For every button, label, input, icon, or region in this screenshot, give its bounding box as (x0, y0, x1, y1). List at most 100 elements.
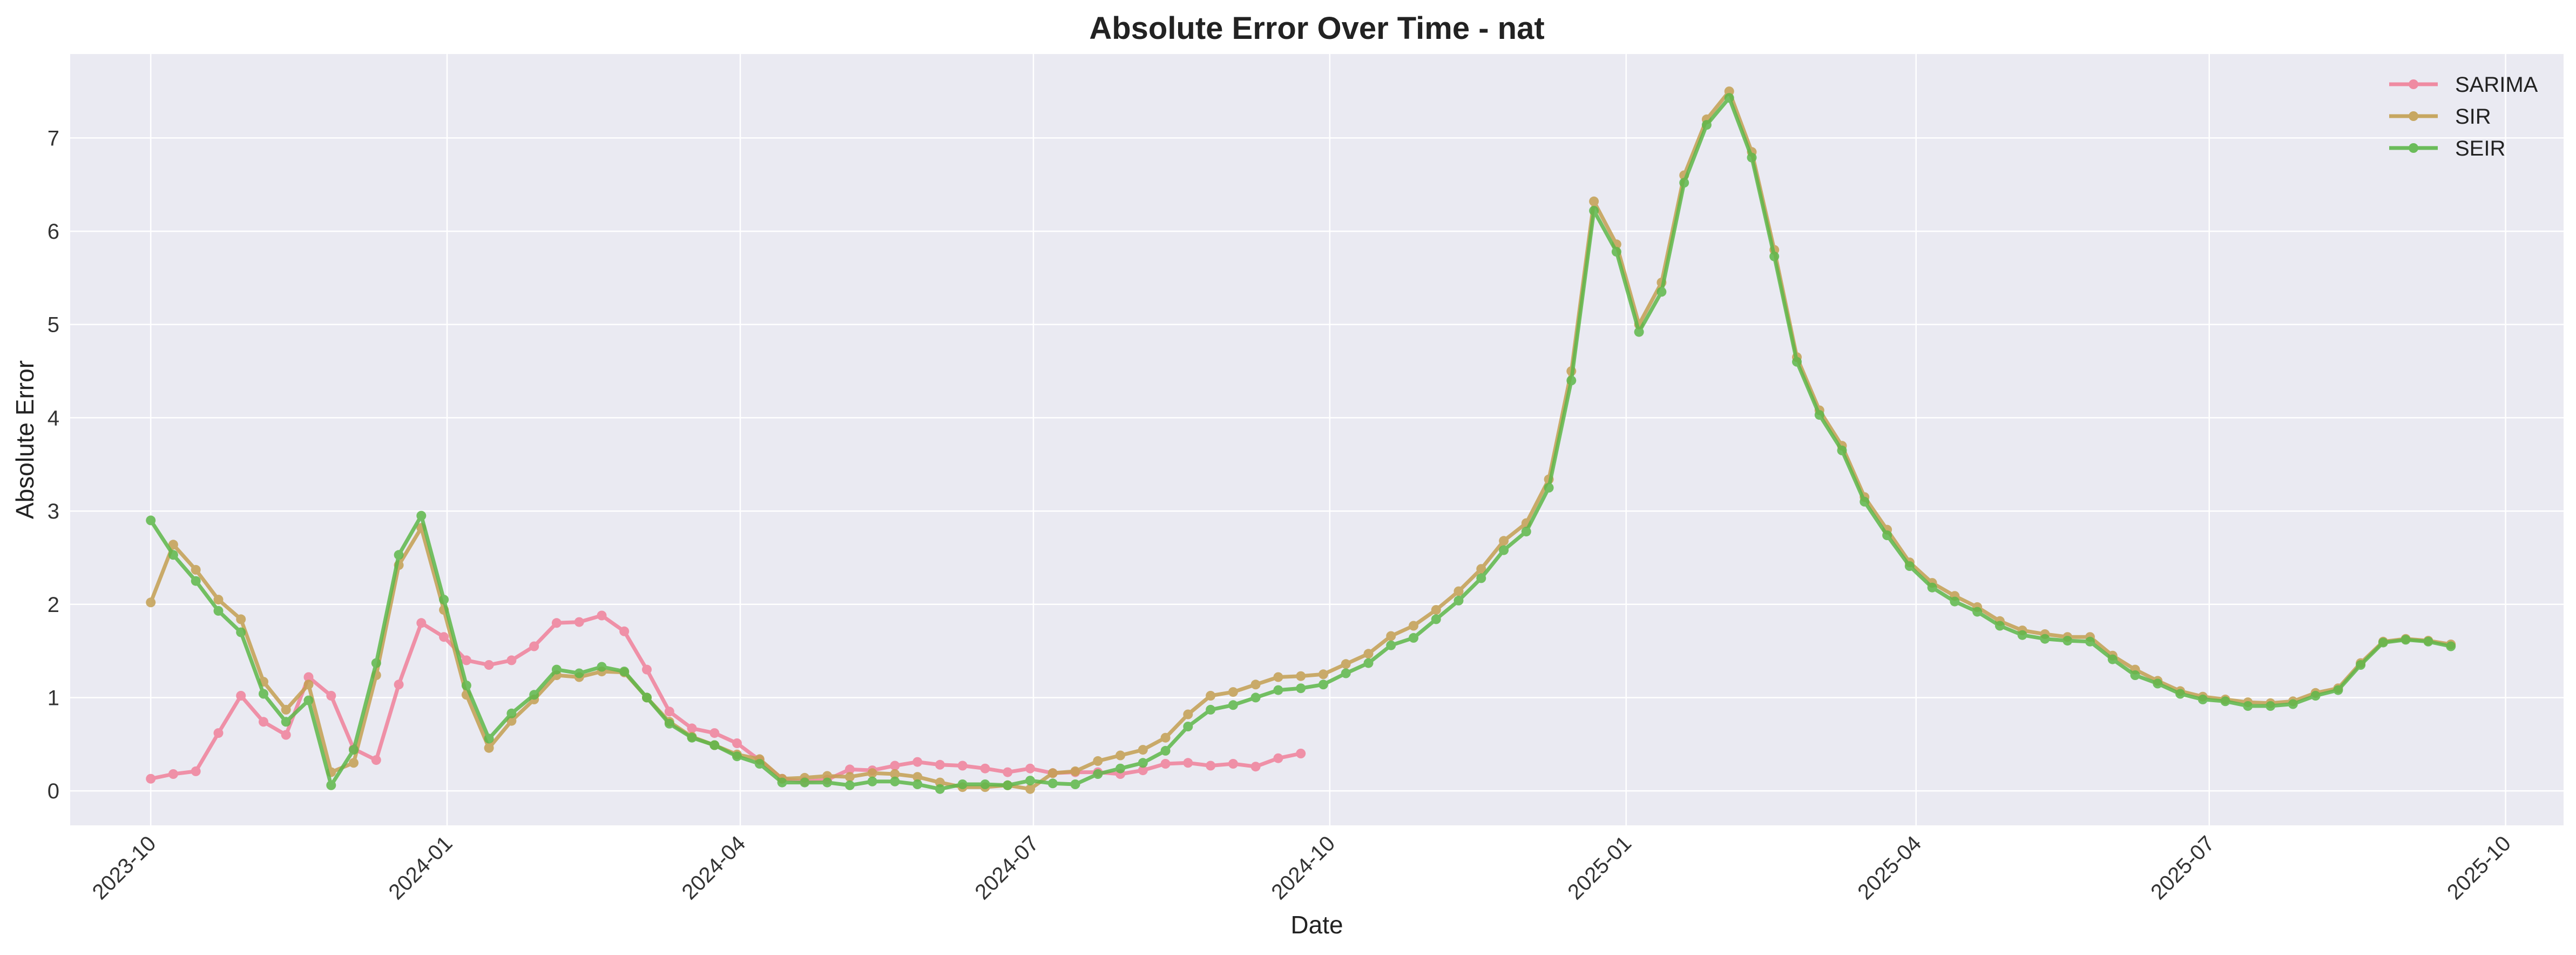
data-point (1409, 621, 1418, 631)
data-point (957, 761, 968, 771)
y-tick-label: 2 (48, 593, 59, 617)
data-point (1747, 152, 1757, 163)
data-point (1431, 614, 1441, 624)
data-point (1792, 357, 1802, 367)
legend-item-sir (2389, 111, 2438, 121)
data-point (1431, 605, 1441, 615)
data-point (2333, 685, 2343, 695)
data-point (1363, 649, 1374, 659)
data-point (844, 772, 855, 782)
data-point (1003, 767, 1013, 777)
data-point (1657, 287, 1667, 297)
data-point (2401, 635, 2411, 645)
data-point (890, 769, 900, 779)
legend: SARIMA SIR SEIR (2389, 73, 2538, 160)
legend-label: SIR (2455, 105, 2491, 129)
series-seir (146, 93, 2456, 794)
data-point (168, 769, 178, 779)
data-point (1250, 762, 1261, 772)
data-point (687, 723, 697, 734)
data-point (439, 595, 449, 605)
data-point (709, 740, 720, 750)
data-point (259, 689, 268, 699)
chart-title: Absolute Error Over Time - nat (1089, 11, 1544, 46)
data-point (1093, 756, 1103, 766)
data-point (349, 758, 359, 768)
data-point (822, 777, 833, 788)
data-point (371, 755, 381, 765)
data-point (1250, 680, 1261, 690)
data-point (800, 777, 810, 788)
data-point (168, 540, 178, 550)
legend-label: SEIR (2455, 137, 2505, 160)
data-point (1589, 196, 1599, 206)
data-point (732, 751, 742, 762)
data-point (1138, 765, 1148, 776)
data-point (1047, 768, 1058, 778)
y-tick-label: 0 (48, 779, 59, 803)
data-point (1611, 247, 1621, 257)
data-point (236, 614, 246, 624)
y-tick-label: 4 (48, 406, 59, 430)
legend-label: SARIMA (2455, 73, 2538, 97)
data-point (191, 766, 201, 776)
data-point (1341, 659, 1351, 669)
data-point (1025, 776, 1035, 786)
data-point (1882, 530, 1892, 540)
legend-swatch-marker (2409, 143, 2418, 153)
data-point (1499, 536, 1509, 546)
data-point (146, 515, 156, 526)
data-point (1701, 120, 1712, 130)
data-point (1476, 564, 1486, 574)
plot-area (70, 54, 2564, 825)
data-point (980, 763, 990, 774)
data-point (1250, 692, 1261, 703)
data-point (1138, 758, 1148, 768)
data-point (2040, 634, 2050, 644)
data-point (326, 691, 336, 701)
data-point (890, 776, 900, 786)
data-point (2378, 637, 2388, 648)
data-point (1927, 582, 1937, 593)
data-point (1296, 683, 1306, 694)
data-point (236, 691, 246, 701)
data-point (1589, 206, 1599, 216)
data-point (484, 743, 494, 753)
data-point (2423, 636, 2433, 647)
data-point (867, 776, 877, 786)
data-point (957, 779, 968, 789)
data-point (394, 550, 404, 560)
data-point (1228, 700, 1238, 710)
data-point (484, 660, 494, 670)
data-point (687, 732, 697, 743)
data-point (1138, 745, 1148, 755)
data-point (416, 510, 427, 521)
data-point (2310, 691, 2321, 701)
data-point (1318, 680, 1328, 690)
y-tick-label: 7 (48, 126, 59, 150)
data-point (1228, 687, 1238, 697)
data-point (1994, 621, 2005, 631)
data-point (1183, 722, 1193, 731)
data-point (1386, 640, 1396, 650)
data-point (1047, 778, 1058, 789)
data-point (642, 692, 652, 703)
data-point (1860, 496, 1870, 507)
data-point (191, 564, 201, 575)
data-point (2288, 699, 2298, 709)
x-axis-label: Date (1290, 911, 1343, 939)
data-point (777, 777, 787, 788)
data-point (529, 690, 539, 700)
data-point (844, 764, 855, 775)
data-point (1273, 753, 1283, 763)
data-point (2017, 630, 2027, 640)
data-point (2446, 641, 2456, 651)
data-point (1724, 93, 1734, 103)
data-point (2220, 696, 2230, 707)
data-point (1296, 671, 1306, 681)
data-point (236, 627, 246, 637)
data-point (1814, 410, 1824, 420)
data-point (1273, 685, 1283, 695)
data-point (506, 655, 517, 665)
data-point (1296, 749, 1306, 758)
